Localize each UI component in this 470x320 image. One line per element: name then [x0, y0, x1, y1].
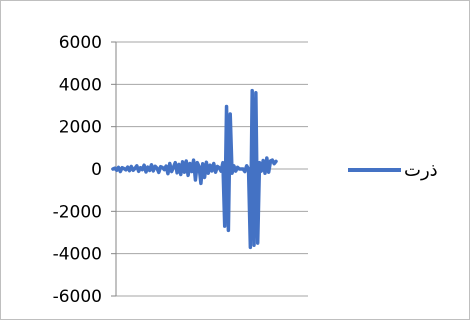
- y-tick-label: -4000: [53, 245, 102, 265]
- y-tick-labels: 6000 4000 2000 0 -2000 -4000 -6000: [53, 33, 102, 307]
- y-tick-label: 6000: [59, 33, 102, 53]
- legend-label: ذرت: [404, 160, 438, 181]
- y-tick-label: 4000: [59, 75, 102, 95]
- y-tick-label: 2000: [59, 118, 102, 138]
- y-tick-label: -2000: [53, 202, 102, 222]
- y-tick-label: 0: [91, 160, 102, 180]
- series-line: [111, 88, 278, 250]
- series-lines: [111, 88, 278, 250]
- gridlines: [116, 41, 308, 297]
- y-tick-label: -6000: [53, 287, 102, 307]
- legend: ذرت: [348, 160, 438, 181]
